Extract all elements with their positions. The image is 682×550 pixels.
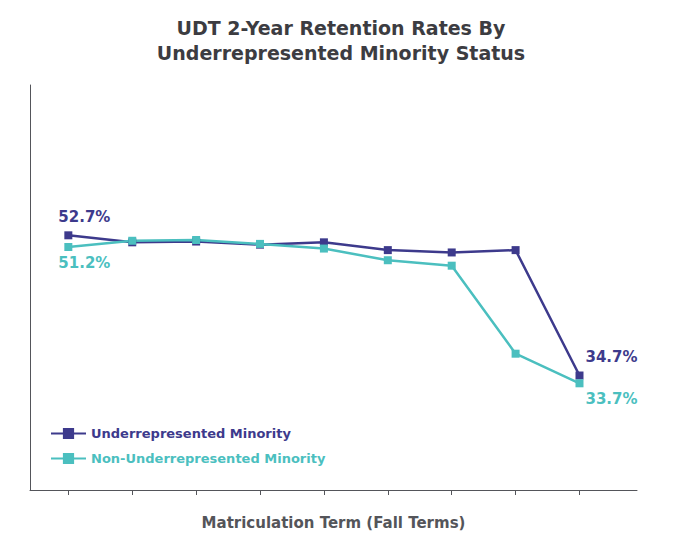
svg-text:Matriculation Term (Fall Terms: Matriculation Term (Fall Terms)	[202, 514, 466, 532]
svg-text:52.7%: 52.7%	[58, 208, 110, 226]
svg-text:Underrepresented Minority: Underrepresented Minority	[91, 426, 291, 441]
svg-text:Underrepresented Minority Stat: Underrepresented Minority Status	[157, 42, 525, 64]
svg-text:51.2%: 51.2%	[58, 254, 110, 272]
svg-text:Non-Underrepresented Minority: Non-Underrepresented Minority	[91, 451, 326, 466]
svg-text:34.7%: 34.7%	[585, 348, 637, 366]
svg-text:33.7%: 33.7%	[585, 390, 637, 408]
svg-text:UDT 2-Year Retention Rates By: UDT 2-Year Retention Rates By	[177, 17, 506, 39]
